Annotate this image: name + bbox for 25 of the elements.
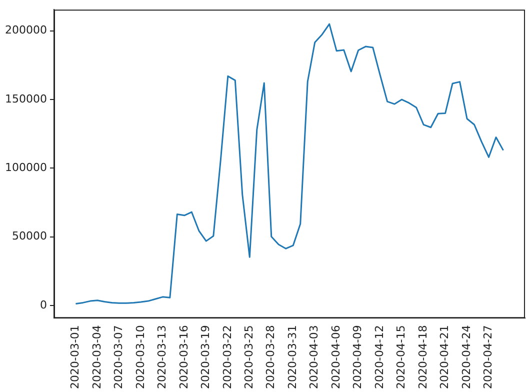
y-tick-label: 200000	[4, 24, 47, 37]
x-tick-label: 2020-03-10	[134, 325, 147, 390]
x-tick-label: 2020-04-21	[438, 325, 452, 390]
x-tick-label: 2020-03-31	[286, 325, 299, 390]
y-tick-label: 0	[40, 298, 47, 312]
x-tick-label: 2020-04-18	[416, 325, 430, 390]
x-tick-label: 2020-04-06	[329, 325, 342, 390]
x-tick-label: 2020-04-12	[372, 325, 386, 390]
x-tick-label: 2020-03-04	[90, 325, 104, 390]
x-tick-label: 2020-03-25	[242, 325, 256, 390]
x-tick-label: 2020-04-27	[482, 325, 495, 390]
x-tick-label: 2020-03-19	[199, 325, 212, 390]
x-tick-label: 2020-04-24	[460, 325, 473, 390]
x-tick-label: 2020-03-13	[156, 325, 169, 390]
x-tick-label: 2020-03-07	[112, 325, 126, 390]
x-tick-label: 2020-03-01	[68, 325, 82, 390]
x-tick-label: 2020-04-03	[308, 325, 321, 390]
x-tick-label: 2020-03-28	[264, 325, 278, 390]
y-tick-label: 100000	[4, 161, 47, 174]
x-tick-label: 2020-04-15	[394, 325, 408, 390]
y-tick-label: 150000	[4, 92, 47, 106]
y-tick-label: 50000	[12, 230, 47, 243]
x-tick-label: 2020-03-22	[220, 325, 234, 390]
x-tick-label: 2020-03-16	[177, 325, 190, 390]
x-tick-label: 2020-04-09	[351, 325, 364, 390]
